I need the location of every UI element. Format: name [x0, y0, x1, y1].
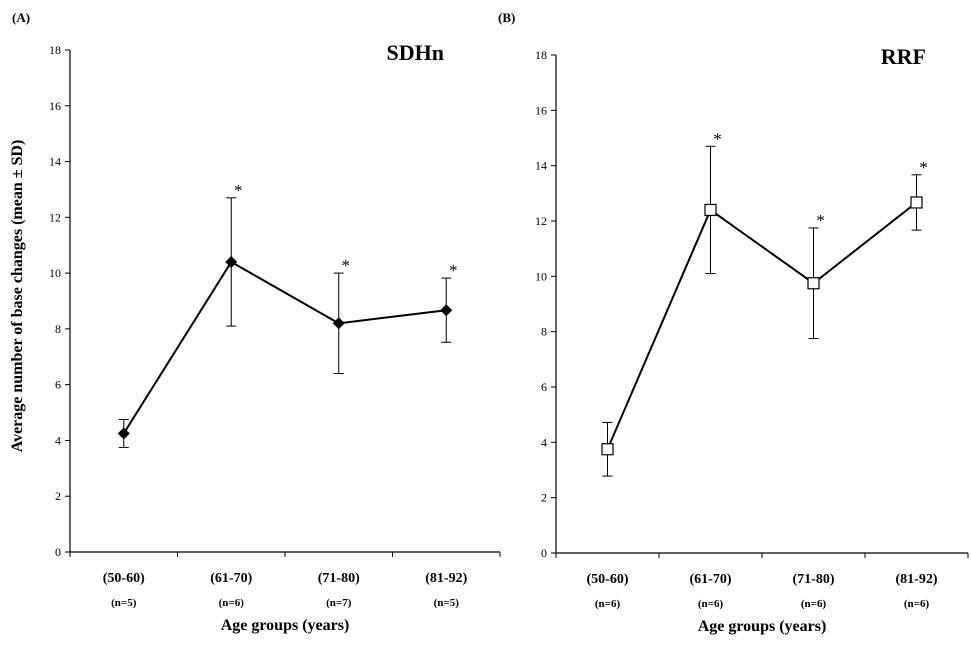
x-tick-label: (61-70)	[210, 571, 252, 586]
chart-title: RRF	[881, 44, 926, 69]
x-axis-title: Age groups (years)	[698, 618, 827, 635]
y-tick-label: 14	[535, 159, 547, 173]
panel-a: (A) SDHn 0 2 4 6 8 10 12 14 16 18 (50-60) (n=5) (61-70…	[12, 10, 501, 634]
sample-size-label: (n=5)	[111, 597, 137, 609]
sample-size-label: (n=6)	[801, 598, 827, 610]
y-tick-label: 16	[49, 99, 61, 113]
y-tick-label: 2	[55, 489, 61, 503]
data-point-square	[601, 443, 614, 456]
sample-size-label: (n=6)	[698, 598, 724, 610]
x-tick-label: (71-80)	[793, 572, 835, 587]
y-tick-label: 8	[541, 325, 547, 339]
y-tick-label: 14	[49, 155, 61, 169]
y-tick-label: 0	[55, 545, 61, 559]
y-tick-label: 8	[55, 322, 61, 336]
x-tick-label: (71-80)	[318, 571, 360, 586]
data-point-diamond	[332, 317, 345, 330]
y-tick-label: 4	[541, 435, 547, 449]
sample-size-label: (n=6)	[219, 597, 245, 609]
panel-label: (B)	[498, 10, 515, 25]
x-tick-label: (81-92)	[896, 572, 938, 587]
sample-size-label: (n=6)	[595, 598, 621, 610]
significance-star: *	[342, 256, 351, 275]
sample-size-label: (n=7)	[326, 597, 352, 609]
y-tick-label: 12	[535, 214, 547, 228]
significance-star: *	[816, 211, 825, 230]
data-point-square	[704, 203, 717, 217]
y-tick-label: 4	[55, 433, 61, 447]
data-point-diamond	[440, 304, 453, 317]
y-tick-label: 12	[49, 210, 61, 224]
y-tick-label: 6	[541, 380, 547, 394]
data-point-square	[910, 196, 923, 209]
y-tick-label: 16	[535, 103, 547, 117]
y-tick-label: 10	[49, 266, 61, 280]
significance-star: *	[234, 181, 243, 200]
y-tick-label: 18	[535, 48, 547, 62]
sample-size-label: (n=5)	[434, 597, 460, 609]
chart-title: SDHn	[387, 40, 444, 65]
significance-star: *	[919, 158, 928, 177]
y-tick-label: 18	[49, 43, 61, 57]
panel-label: (A)	[12, 10, 30, 25]
x-tick-label: (61-70)	[690, 572, 732, 587]
y-tick-label: 2	[541, 491, 547, 505]
data-point-diamond	[117, 427, 130, 440]
x-tick-label: (50-60)	[587, 572, 629, 587]
significance-star: *	[713, 129, 722, 148]
x-tick-label: (81-92)	[425, 571, 467, 586]
y-tick-label: 10	[535, 269, 547, 283]
y-tick-label: 0	[541, 546, 547, 560]
data-point-diamond	[225, 255, 238, 268]
x-axis-title: Age groups (years)	[221, 617, 350, 634]
panel-b: (B) RRF 0 2 4 6 8 10 12 14 16 18 (50-60) (n=6) (61-70)…	[498, 10, 969, 635]
y-axis-title: Average number of base changes (mean ± S…	[9, 140, 26, 453]
sample-size-label: (n=6)	[904, 598, 930, 610]
data-point-square	[807, 277, 820, 290]
series-line	[122, 260, 447, 435]
x-tick-label: (50-60)	[103, 571, 145, 586]
y-tick-label: 6	[55, 378, 61, 392]
series-line	[606, 201, 918, 450]
significance-star: *	[449, 261, 458, 280]
